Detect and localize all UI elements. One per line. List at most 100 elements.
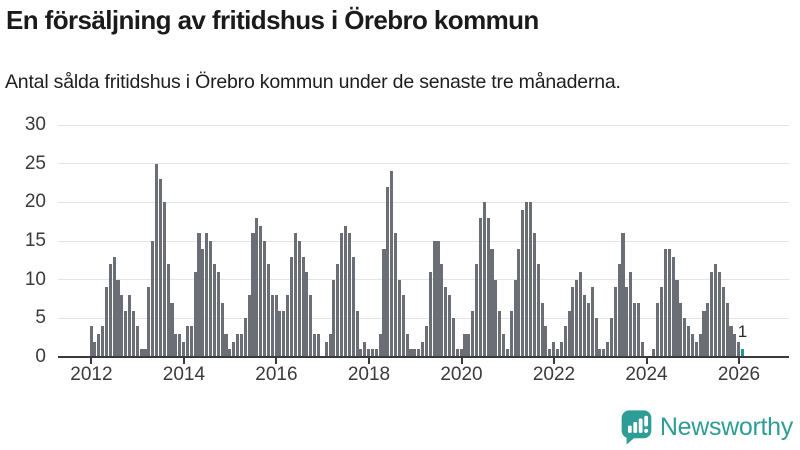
gridline xyxy=(58,317,789,319)
bar xyxy=(166,264,170,357)
gridline xyxy=(58,201,789,203)
bar xyxy=(382,248,386,357)
bar xyxy=(714,264,718,357)
bar xyxy=(463,333,467,357)
bar xyxy=(440,264,444,357)
x-axis-tick xyxy=(90,358,93,364)
page-title: En försäljning av fritidshus i Örebro ko… xyxy=(6,5,539,35)
gridline xyxy=(58,124,789,126)
bar xyxy=(656,302,660,357)
bar xyxy=(652,349,656,357)
bar xyxy=(494,279,498,357)
bar xyxy=(201,248,205,357)
bar xyxy=(602,349,606,357)
bar xyxy=(224,333,228,357)
bar xyxy=(309,295,313,357)
bar xyxy=(347,233,351,357)
x-axis-tick-label: 2020 xyxy=(440,364,483,385)
bar xyxy=(189,326,193,357)
bar xyxy=(702,310,706,357)
bar xyxy=(409,349,413,357)
bar xyxy=(725,302,729,357)
bar xyxy=(116,279,120,357)
bar xyxy=(378,333,382,357)
bar xyxy=(536,264,540,357)
bar xyxy=(328,333,332,357)
bar xyxy=(486,217,490,357)
bar xyxy=(451,318,455,357)
gridline xyxy=(58,279,789,281)
bar xyxy=(289,256,294,357)
bar xyxy=(212,264,216,357)
bar xyxy=(679,302,683,357)
bar xyxy=(475,264,479,357)
bar xyxy=(598,349,602,357)
bar xyxy=(424,326,428,357)
bar xyxy=(220,302,224,357)
bar xyxy=(278,310,282,357)
bar xyxy=(266,264,270,357)
bar xyxy=(143,349,147,357)
bar xyxy=(513,279,517,357)
bar xyxy=(97,333,101,357)
bar xyxy=(259,225,263,357)
newsworthy-logo[interactable]: Newsworthy xyxy=(620,409,793,445)
bar xyxy=(436,241,440,357)
bar xyxy=(467,333,471,357)
bar xyxy=(525,202,529,357)
y-axis-tick-label: 20 xyxy=(24,191,46,213)
bar xyxy=(548,349,552,357)
bar xyxy=(540,302,544,357)
bar xyxy=(158,179,162,357)
bar xyxy=(432,241,436,357)
x-axis-tick xyxy=(738,358,740,364)
bar xyxy=(501,333,506,357)
bar xyxy=(636,302,640,357)
bar xyxy=(336,264,340,357)
x-axis-tick-label: 2022 xyxy=(532,364,576,385)
bar xyxy=(139,349,143,357)
bar xyxy=(640,341,644,357)
bar xyxy=(93,341,97,357)
bar xyxy=(262,241,267,357)
x-axis-tick xyxy=(368,358,370,364)
bar xyxy=(108,264,112,357)
highlighted-bar xyxy=(741,349,745,357)
bar xyxy=(694,341,698,357)
bar xyxy=(205,233,209,357)
bar xyxy=(251,233,255,357)
bar xyxy=(444,287,448,357)
bar xyxy=(228,349,232,357)
bar xyxy=(305,271,309,357)
x-axis-tick xyxy=(645,358,648,364)
bar xyxy=(386,186,390,357)
y-axis-tick-label: 0 xyxy=(35,346,46,367)
bar xyxy=(721,287,725,357)
bar xyxy=(209,241,213,357)
bar xyxy=(351,256,355,357)
gridline xyxy=(58,240,789,242)
bar xyxy=(397,279,401,357)
bar xyxy=(663,248,667,357)
bar xyxy=(255,217,259,357)
bar xyxy=(459,349,463,357)
x-axis-tick xyxy=(182,358,185,364)
newsworthy-icon xyxy=(621,410,652,445)
bar xyxy=(613,287,617,357)
bar xyxy=(625,287,629,357)
bar xyxy=(594,318,598,357)
bar xyxy=(135,326,139,357)
bar xyxy=(182,341,186,357)
bar xyxy=(575,279,579,357)
bar xyxy=(579,271,583,357)
bar xyxy=(567,310,571,357)
x-axis-line xyxy=(58,356,789,358)
bar xyxy=(413,349,417,357)
bar xyxy=(675,279,679,357)
y-axis-tick-label: 15 xyxy=(24,230,46,251)
bar xyxy=(586,302,590,357)
bar xyxy=(555,349,560,357)
bar xyxy=(101,326,105,357)
bar xyxy=(609,318,613,357)
